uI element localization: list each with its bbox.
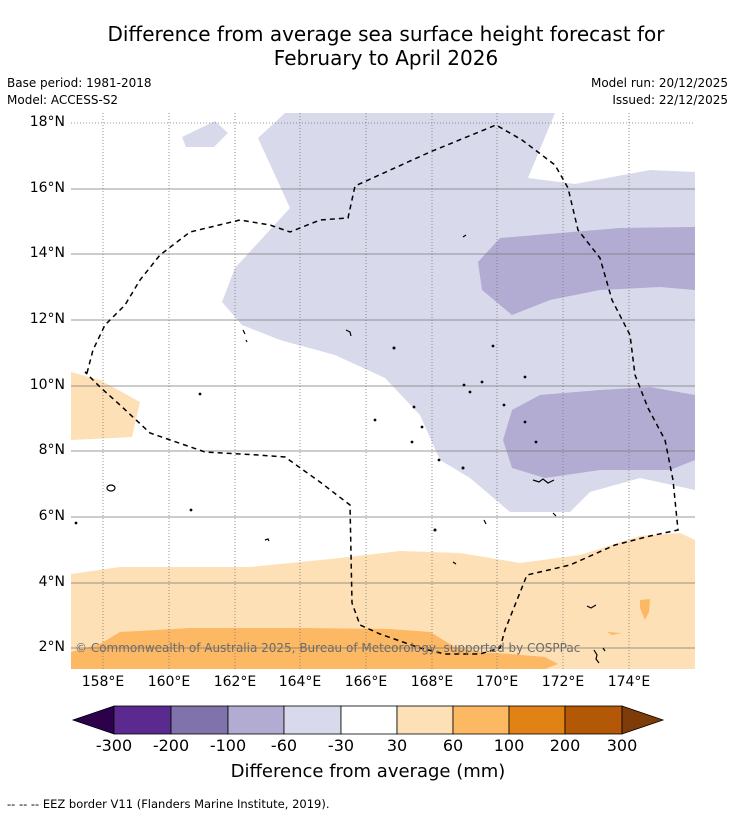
lat-label: 12°N <box>29 311 65 327</box>
positive-spot-2 <box>607 632 622 635</box>
island <box>106 484 116 492</box>
colorbar-tick: -200 <box>152 736 190 755</box>
lon-label: 172°E <box>541 674 585 690</box>
island <box>552 512 557 517</box>
eez-border <box>84 124 679 655</box>
island <box>468 390 472 394</box>
colorbar-segment <box>227 705 285 735</box>
island <box>412 405 416 409</box>
colorbar-tick: 30 <box>386 736 408 755</box>
copyright-text: © Commonwealth of Australia 2025, Bureau… <box>75 641 581 655</box>
lon-label: 174°E <box>607 674 651 690</box>
title-line-1: Difference from average sea surface heig… <box>107 22 665 46</box>
island <box>523 420 527 424</box>
lat-label: 4°N <box>38 574 65 590</box>
lon-label: 166°E <box>344 674 388 690</box>
lat-label: 10°N <box>29 377 65 393</box>
colorbar-tick: 60 <box>442 736 464 755</box>
island <box>593 649 600 664</box>
lat-label: 2°N <box>38 639 65 655</box>
island <box>242 329 248 343</box>
island <box>461 466 465 470</box>
island <box>420 425 424 429</box>
island <box>491 344 495 348</box>
colorbar-segment <box>564 705 623 735</box>
island <box>462 234 467 238</box>
lat-label: 14°N <box>29 245 65 261</box>
colorbar-extension-high <box>621 705 665 735</box>
island <box>462 383 466 387</box>
negative-anomaly-patch <box>182 121 228 147</box>
strong-negative-region-south <box>503 387 695 478</box>
colorbar-tick: 300 <box>606 736 638 755</box>
lon-label: 164°E <box>278 674 322 690</box>
colorbar-tick: 100 <box>493 736 525 755</box>
island <box>433 528 437 532</box>
lon-label: 158°E <box>81 674 125 690</box>
model-name: Model: ACCESS-S2 <box>7 93 119 107</box>
colorbar-segment <box>170 705 229 735</box>
colorbar-tick: -300 <box>95 736 133 755</box>
lon-label: 168°E <box>410 674 454 690</box>
island <box>373 418 377 422</box>
lon-label: 170°E <box>475 674 519 690</box>
strong-negative-region-north <box>478 227 695 315</box>
colorbar-tick: 200 <box>549 736 581 755</box>
colorbar-extension-low <box>71 705 115 735</box>
colorbar-segment <box>396 705 454 735</box>
lon-label: 160°E <box>147 674 191 690</box>
lat-label: 6°N <box>38 508 65 524</box>
island <box>586 604 597 609</box>
island <box>452 561 457 565</box>
island <box>198 392 202 396</box>
island <box>483 519 487 525</box>
strong-positive-anomaly <box>71 628 558 669</box>
issued-date: Issued: 22/12/2025 <box>612 93 728 107</box>
island <box>437 458 441 462</box>
meta-right: Model run: 20/12/2025 Issued: 22/12/2025 <box>591 75 728 109</box>
island <box>74 521 78 525</box>
colorbar-segment <box>283 705 342 735</box>
chart-title: Difference from average sea surface heig… <box>0 22 736 70</box>
colorbar-segment <box>113 705 172 735</box>
lat-label: 16°N <box>29 180 65 196</box>
positive-anomaly-west <box>71 372 140 440</box>
island <box>480 380 484 384</box>
colorbar-segment <box>452 705 510 735</box>
island <box>523 375 527 379</box>
colorbar-title: Difference from average (mm) <box>230 761 506 782</box>
colorbar-tick: -30 <box>327 736 355 755</box>
colorbar-tick: -100 <box>209 736 247 755</box>
meta-left: Base period: 1981-2018 Model: ACCESS-S2 <box>7 75 152 109</box>
positive-spot-1 <box>640 599 650 620</box>
island <box>189 508 193 512</box>
island <box>410 440 414 444</box>
eez-footnote: -- -- -- EEZ border V11 (Flanders Marine… <box>7 797 330 811</box>
colorbar-segment <box>340 705 398 735</box>
lat-label: 8°N <box>38 442 65 458</box>
anomaly-fields <box>71 113 695 669</box>
island <box>264 538 270 542</box>
model-run: Model run: 20/12/2025 <box>590 76 728 90</box>
colorbar-tick: -60 <box>270 736 298 755</box>
title-line-2: February to April 2026 <box>273 46 499 70</box>
island <box>502 403 506 407</box>
island <box>602 647 606 652</box>
island <box>532 478 555 484</box>
colorbar-segment <box>508 705 566 735</box>
colorbar <box>71 705 665 735</box>
lat-label: 18°N <box>29 114 65 130</box>
island <box>534 440 538 444</box>
grid-lines <box>71 113 695 669</box>
island <box>345 329 352 337</box>
base-period: Base period: 1981-2018 <box>7 76 152 90</box>
island <box>392 346 396 350</box>
lon-label: 162°E <box>213 674 257 690</box>
islands <box>74 234 606 664</box>
